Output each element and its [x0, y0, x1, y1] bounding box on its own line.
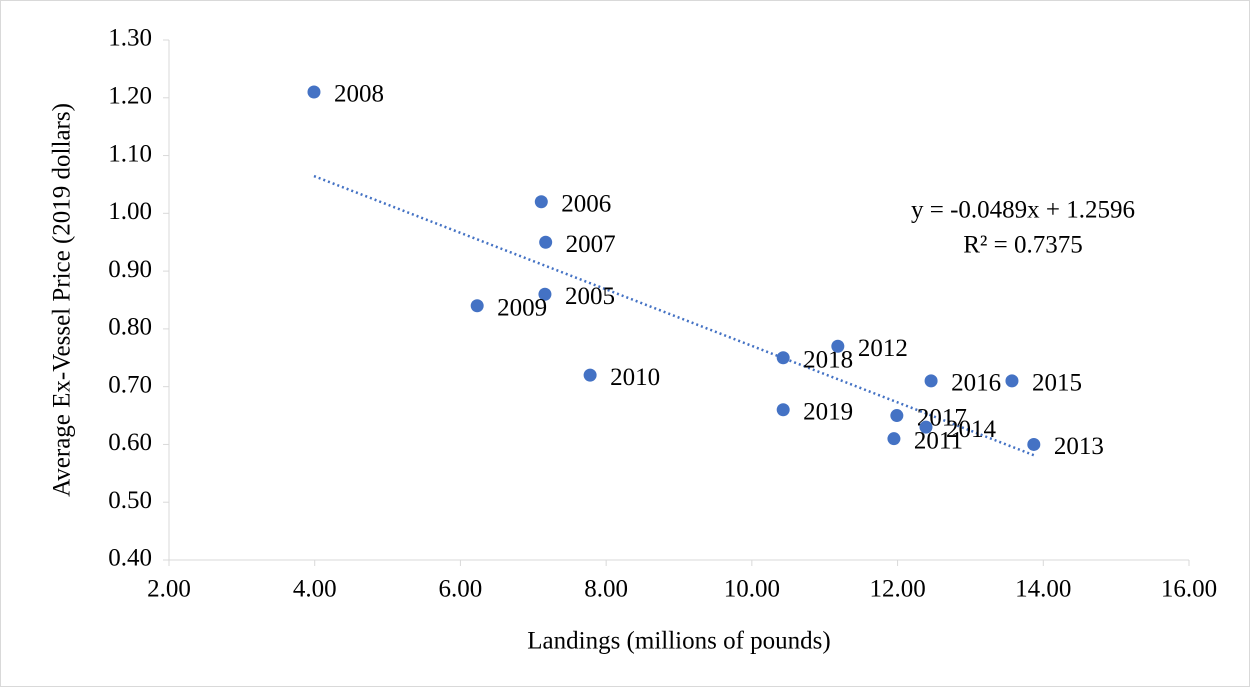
data-point: [583, 368, 597, 382]
data-point: [470, 299, 484, 313]
y-tick-label: 0.60: [108, 429, 152, 456]
y-tick-label: 0.70: [108, 371, 152, 398]
data-point: [776, 403, 790, 417]
point-label: 2007: [566, 231, 616, 258]
point-label: 2010: [610, 364, 660, 391]
y-tick-label: 1.00: [108, 198, 152, 225]
x-tick-label: 8.00: [584, 576, 628, 603]
y-tick-label: 1.10: [108, 140, 152, 167]
x-tick-label: 4.00: [293, 576, 337, 603]
data-point: [776, 351, 790, 365]
x-tick-label: 6.00: [439, 576, 483, 603]
data-point: [307, 85, 321, 99]
y-tick-label: 0.90: [108, 256, 152, 283]
x-axis-title: Landings (millions of pounds): [527, 628, 830, 655]
data-point: [1005, 374, 1019, 388]
data-point: [924, 374, 938, 388]
data-point: [919, 420, 933, 434]
data-point: [1027, 437, 1041, 451]
trendline: [313, 174, 1035, 457]
y-tick-label: 0.80: [108, 314, 152, 341]
data-point: [887, 432, 901, 446]
x-tick-label: 10.00: [724, 576, 780, 603]
point-label: 2005: [565, 283, 615, 310]
x-tick-label: 2.00: [147, 576, 191, 603]
point-label: 2009: [497, 295, 547, 322]
point-label: 2013: [1054, 433, 1104, 460]
y-tick-label: 0.40: [108, 545, 152, 572]
trendline-equation: y = -0.0489x + 1.2596: [911, 197, 1135, 224]
y-axis-title: Average Ex-Vessel Price (2019 dollars): [49, 103, 76, 497]
point-label: 2016: [951, 370, 1001, 397]
x-tick-label: 16.00: [1161, 576, 1217, 603]
point-label: 2008: [334, 81, 384, 108]
data-point: [538, 287, 552, 301]
trendline-r2: R² = 0.7375: [963, 232, 1083, 259]
y-tick-label: 0.50: [108, 487, 152, 514]
data-point: [534, 195, 548, 209]
x-tick-label: 12.00: [869, 576, 925, 603]
y-tick-label: 1.20: [108, 83, 152, 110]
point-label: 2012: [858, 335, 908, 362]
data-point: [539, 235, 553, 249]
data-point: [890, 409, 904, 423]
y-tick-label: 1.30: [108, 25, 152, 52]
point-label: 2015: [1032, 370, 1082, 397]
point-label: 2019: [803, 399, 853, 426]
point-label: 2006: [561, 191, 611, 218]
point-label: 2014: [946, 416, 997, 443]
point-label: 2011: [914, 427, 963, 454]
point-label: 2018: [803, 347, 853, 374]
x-tick-label: 14.00: [1015, 576, 1071, 603]
data-point: [831, 339, 845, 353]
